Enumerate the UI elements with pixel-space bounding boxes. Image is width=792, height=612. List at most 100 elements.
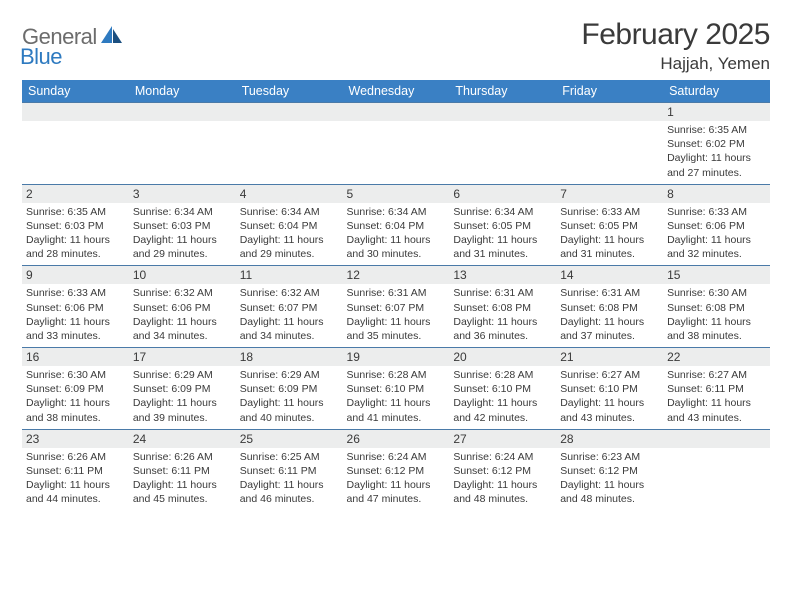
daynum-cell: 20 (449, 348, 556, 367)
day-cell: Sunrise: 6:31 AMSunset: 6:08 PMDaylight:… (449, 284, 556, 347)
day-number: 9 (22, 266, 129, 284)
daynum-row: 2345678 (22, 184, 770, 203)
day-details: Sunrise: 6:31 AMSunset: 6:07 PMDaylight:… (343, 284, 450, 347)
daynum-row: 16171819202122 (22, 348, 770, 367)
calendar-table: SundayMondayTuesdayWednesdayThursdayFrid… (22, 80, 770, 510)
day-number: 6 (449, 185, 556, 203)
daynum-cell: 4 (236, 184, 343, 203)
weekday-header-row: SundayMondayTuesdayWednesdayThursdayFrid… (22, 80, 770, 103)
day-number: 28 (556, 430, 663, 448)
day-cell: Sunrise: 6:33 AMSunset: 6:05 PMDaylight:… (556, 203, 663, 266)
day-number: 14 (556, 266, 663, 284)
day-number: 10 (129, 266, 236, 284)
title-block: February 2025 Hajjah, Yemen (581, 18, 770, 74)
daynum-cell (22, 103, 129, 122)
day-number: 25 (236, 430, 343, 448)
daynum-cell: 12 (343, 266, 450, 285)
day-details: Sunrise: 6:23 AMSunset: 6:12 PMDaylight:… (556, 448, 663, 511)
day-details: Sunrise: 6:33 AMSunset: 6:06 PMDaylight:… (663, 203, 770, 266)
day-details: Sunrise: 6:34 AMSunset: 6:04 PMDaylight:… (236, 203, 343, 266)
day-number: 12 (343, 266, 450, 284)
day-cell: Sunrise: 6:29 AMSunset: 6:09 PMDaylight:… (129, 366, 236, 429)
day-number: 13 (449, 266, 556, 284)
day-cell: Sunrise: 6:29 AMSunset: 6:09 PMDaylight:… (236, 366, 343, 429)
day-details: Sunrise: 6:27 AMSunset: 6:10 PMDaylight:… (556, 366, 663, 429)
day-cell: Sunrise: 6:25 AMSunset: 6:11 PMDaylight:… (236, 448, 343, 511)
day-cell: Sunrise: 6:32 AMSunset: 6:06 PMDaylight:… (129, 284, 236, 347)
weekday-header: Tuesday (236, 80, 343, 103)
day-details: Sunrise: 6:31 AMSunset: 6:08 PMDaylight:… (449, 284, 556, 347)
daynum-row: 9101112131415 (22, 266, 770, 285)
day-number: 18 (236, 348, 343, 366)
daynum-cell: 18 (236, 348, 343, 367)
day-cell (449, 121, 556, 184)
daynum-row: 1 (22, 103, 770, 122)
day-details: Sunrise: 6:30 AMSunset: 6:08 PMDaylight:… (663, 284, 770, 347)
day-details: Sunrise: 6:24 AMSunset: 6:12 PMDaylight:… (449, 448, 556, 511)
daynum-cell (663, 429, 770, 448)
day-number: 22 (663, 348, 770, 366)
daynum-cell: 17 (129, 348, 236, 367)
day-number: 11 (236, 266, 343, 284)
daynum-cell: 13 (449, 266, 556, 285)
day-number (22, 103, 129, 107)
logo-sail-icon (101, 26, 123, 49)
day-cell (22, 121, 129, 184)
daynum-cell: 10 (129, 266, 236, 285)
day-cell (663, 448, 770, 511)
day-cell: Sunrise: 6:23 AMSunset: 6:12 PMDaylight:… (556, 448, 663, 511)
day-cell: Sunrise: 6:35 AMSunset: 6:03 PMDaylight:… (22, 203, 129, 266)
daynum-cell: 15 (663, 266, 770, 285)
daynum-cell (556, 103, 663, 122)
day-number: 16 (22, 348, 129, 366)
day-number: 26 (343, 430, 450, 448)
day-details: Sunrise: 6:30 AMSunset: 6:09 PMDaylight:… (22, 366, 129, 429)
daynum-cell: 7 (556, 184, 663, 203)
body-row: Sunrise: 6:30 AMSunset: 6:09 PMDaylight:… (22, 366, 770, 429)
daynum-cell: 25 (236, 429, 343, 448)
day-cell: Sunrise: 6:28 AMSunset: 6:10 PMDaylight:… (343, 366, 450, 429)
weekday-header: Thursday (449, 80, 556, 103)
day-number: 19 (343, 348, 450, 366)
day-number (556, 103, 663, 107)
logo-text-blue: Blue (20, 44, 62, 69)
day-cell (343, 121, 450, 184)
daynum-cell: 24 (129, 429, 236, 448)
day-number: 27 (449, 430, 556, 448)
day-cell: Sunrise: 6:34 AMSunset: 6:05 PMDaylight:… (449, 203, 556, 266)
day-cell: Sunrise: 6:34 AMSunset: 6:04 PMDaylight:… (343, 203, 450, 266)
day-number (343, 103, 450, 107)
day-details: Sunrise: 6:26 AMSunset: 6:11 PMDaylight:… (22, 448, 129, 511)
location-label: Hajjah, Yemen (581, 54, 770, 74)
day-cell (236, 121, 343, 184)
weekday-header: Saturday (663, 80, 770, 103)
day-cell: Sunrise: 6:31 AMSunset: 6:07 PMDaylight:… (343, 284, 450, 347)
day-details: Sunrise: 6:29 AMSunset: 6:09 PMDaylight:… (236, 366, 343, 429)
daynum-cell: 19 (343, 348, 450, 367)
day-details: Sunrise: 6:33 AMSunset: 6:05 PMDaylight:… (556, 203, 663, 266)
body-row: Sunrise: 6:35 AMSunset: 6:03 PMDaylight:… (22, 203, 770, 266)
daynum-cell: 9 (22, 266, 129, 285)
daynum-cell: 1 (663, 103, 770, 122)
day-number (236, 103, 343, 107)
daynum-row: 232425262728 (22, 429, 770, 448)
day-number (663, 430, 770, 434)
day-number: 15 (663, 266, 770, 284)
daynum-cell: 5 (343, 184, 450, 203)
day-details: Sunrise: 6:28 AMSunset: 6:10 PMDaylight:… (343, 366, 450, 429)
day-cell: Sunrise: 6:28 AMSunset: 6:10 PMDaylight:… (449, 366, 556, 429)
day-details: Sunrise: 6:33 AMSunset: 6:06 PMDaylight:… (22, 284, 129, 347)
day-cell (556, 121, 663, 184)
day-number: 3 (129, 185, 236, 203)
day-cell: Sunrise: 6:26 AMSunset: 6:11 PMDaylight:… (129, 448, 236, 511)
day-details: Sunrise: 6:25 AMSunset: 6:11 PMDaylight:… (236, 448, 343, 511)
day-cell: Sunrise: 6:27 AMSunset: 6:10 PMDaylight:… (556, 366, 663, 429)
day-cell: Sunrise: 6:31 AMSunset: 6:08 PMDaylight:… (556, 284, 663, 347)
body-row: Sunrise: 6:35 AMSunset: 6:02 PMDaylight:… (22, 121, 770, 184)
day-details: Sunrise: 6:28 AMSunset: 6:10 PMDaylight:… (449, 366, 556, 429)
day-details: Sunrise: 6:31 AMSunset: 6:08 PMDaylight:… (556, 284, 663, 347)
daynum-cell: 3 (129, 184, 236, 203)
weekday-header: Sunday (22, 80, 129, 103)
day-details: Sunrise: 6:34 AMSunset: 6:04 PMDaylight:… (343, 203, 450, 266)
day-number: 20 (449, 348, 556, 366)
